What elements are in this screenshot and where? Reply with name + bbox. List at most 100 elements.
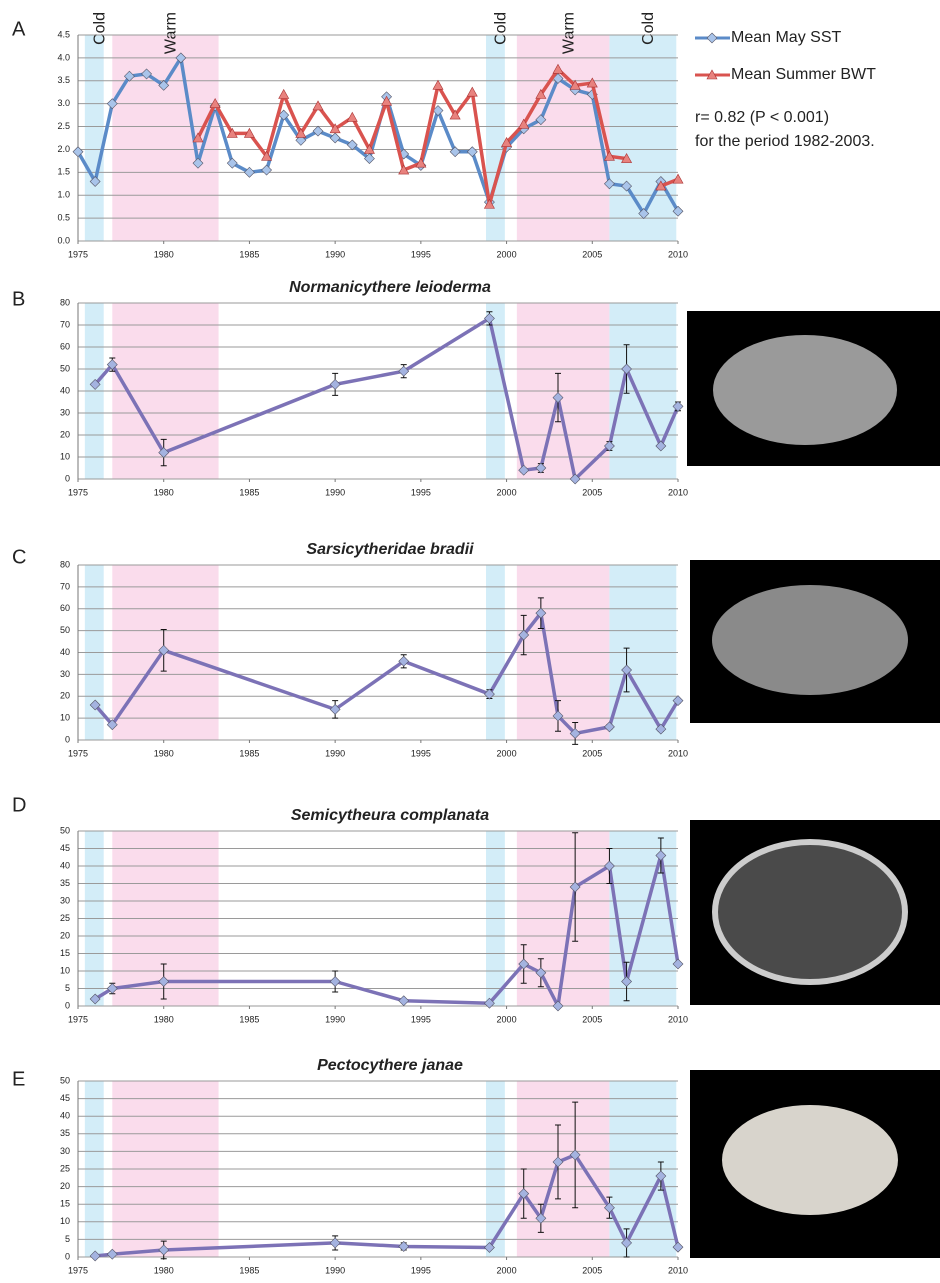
- y-tick-label: 5: [65, 1234, 70, 1244]
- period-label: Warm: [163, 12, 180, 54]
- x-tick-label: 2000: [497, 487, 517, 497]
- y-tick-label: 15: [60, 1199, 70, 1209]
- x-tick-label: 1980: [154, 1014, 174, 1024]
- x-tick-label: 1985: [239, 748, 259, 758]
- legend-label: Mean Summer BWT: [731, 66, 876, 83]
- chart-title: Sarsicytheridae bradii: [306, 541, 474, 558]
- x-tick-label: 2005: [582, 1014, 602, 1024]
- data-marker: [330, 133, 340, 143]
- y-tick-label: 3.5: [57, 75, 70, 85]
- y-tick-label: 80: [60, 297, 70, 307]
- specimen-e-shell: [722, 1105, 898, 1215]
- chart-title: Pectocythere janae: [317, 1057, 463, 1074]
- x-tick-label: 1990: [325, 487, 345, 497]
- x-tick-label: 1980: [154, 249, 174, 259]
- x-tick-label: 2010: [668, 1265, 688, 1275]
- period-label: Warm: [560, 12, 577, 54]
- x-tick-label: 2000: [497, 1014, 517, 1024]
- specimen-d-shell: [715, 842, 905, 982]
- y-tick-label: 35: [60, 878, 70, 888]
- y-tick-label: 80: [60, 559, 70, 569]
- panel-label: B: [12, 288, 25, 310]
- y-tick-label: 70: [60, 581, 70, 591]
- y-tick-label: 0.0: [57, 235, 70, 245]
- specimen-images: [687, 311, 940, 1258]
- y-tick-label: 40: [60, 385, 70, 395]
- y-tick-label: 60: [60, 603, 70, 613]
- y-tick-label: 4.5: [57, 29, 70, 39]
- data-marker: [707, 33, 717, 43]
- x-tick-label: 1995: [411, 748, 431, 758]
- x-tick-label: 1975: [68, 249, 88, 259]
- y-tick-label: 0.5: [57, 212, 70, 222]
- x-tick-label: 2005: [582, 1265, 602, 1275]
- y-tick-label: 20: [60, 1181, 70, 1191]
- panel-label: A: [12, 18, 26, 40]
- data-marker: [313, 101, 323, 110]
- data-marker: [330, 379, 340, 389]
- x-tick-label: 2005: [582, 748, 602, 758]
- y-tick-label: 0: [65, 1000, 70, 1010]
- x-tick-label: 2010: [668, 249, 688, 259]
- x-tick-label: 1990: [325, 1014, 345, 1024]
- y-tick-label: 20: [60, 930, 70, 940]
- chart-title: Semicytheura complanata: [291, 807, 489, 824]
- y-tick-label: 15: [60, 948, 70, 958]
- x-tick-label: 1985: [239, 1265, 259, 1275]
- x-tick-label: 1995: [411, 1265, 431, 1275]
- x-tick-label: 1975: [68, 748, 88, 758]
- x-tick-label: 1985: [239, 1014, 259, 1024]
- chart-title: Normanicythere leioderma: [289, 279, 491, 296]
- y-tick-label: 40: [60, 1111, 70, 1121]
- x-tick-label: 1995: [411, 1014, 431, 1024]
- x-tick-label: 1995: [411, 249, 431, 259]
- x-tick-label: 1980: [154, 1265, 174, 1275]
- y-tick-label: 2.5: [57, 121, 70, 131]
- y-tick-label: 10: [60, 1216, 70, 1226]
- data-marker: [399, 996, 409, 1006]
- x-tick-label: 2000: [497, 1265, 517, 1275]
- y-tick-label: 60: [60, 341, 70, 351]
- figure: AColdWarmColdWarmCold0.00.51.01.52.02.53…: [0, 0, 940, 1283]
- panel-label: C: [12, 546, 26, 568]
- data-marker: [262, 165, 272, 175]
- x-tick-label: 2010: [668, 1014, 688, 1024]
- x-tick-label: 1980: [154, 487, 174, 497]
- x-tick-label: 2010: [668, 748, 688, 758]
- x-tick-label: 1975: [68, 1014, 88, 1024]
- data-marker: [433, 80, 443, 89]
- y-tick-label: 3.0: [57, 98, 70, 108]
- y-tick-label: 1.0: [57, 190, 70, 200]
- y-tick-label: 0: [65, 734, 70, 744]
- data-marker: [450, 147, 460, 157]
- y-tick-label: 0: [65, 473, 70, 483]
- period-label: Cold: [92, 12, 109, 45]
- y-tick-label: 70: [60, 319, 70, 329]
- y-tick-label: 5: [65, 983, 70, 993]
- y-tick-label: 20: [60, 691, 70, 701]
- y-tick-label: 45: [60, 843, 70, 853]
- x-tick-label: 1995: [411, 487, 431, 497]
- data-marker: [467, 87, 477, 96]
- y-tick-label: 2.0: [57, 144, 70, 154]
- period-band: [517, 35, 610, 241]
- x-tick-label: 1990: [325, 249, 345, 259]
- data-marker: [399, 1241, 409, 1251]
- x-tick-label: 2005: [582, 487, 602, 497]
- x-tick-label: 2005: [582, 249, 602, 259]
- specimen-c-shell: [712, 585, 908, 695]
- annotation: r= 0.82 (P < 0.001): [695, 109, 829, 126]
- y-tick-label: 1.5: [57, 167, 70, 177]
- y-tick-label: 30: [60, 669, 70, 679]
- y-tick-label: 25: [60, 1163, 70, 1173]
- x-tick-label: 1985: [239, 249, 259, 259]
- data-marker: [467, 147, 477, 157]
- annotation: for the period 1982-2003.: [695, 133, 875, 150]
- period-band: [112, 35, 218, 241]
- x-tick-label: 2010: [668, 487, 688, 497]
- x-tick-label: 1990: [325, 748, 345, 758]
- y-tick-label: 40: [60, 647, 70, 657]
- x-tick-label: 1980: [154, 748, 174, 758]
- data-marker: [279, 90, 289, 99]
- y-tick-label: 10: [60, 965, 70, 975]
